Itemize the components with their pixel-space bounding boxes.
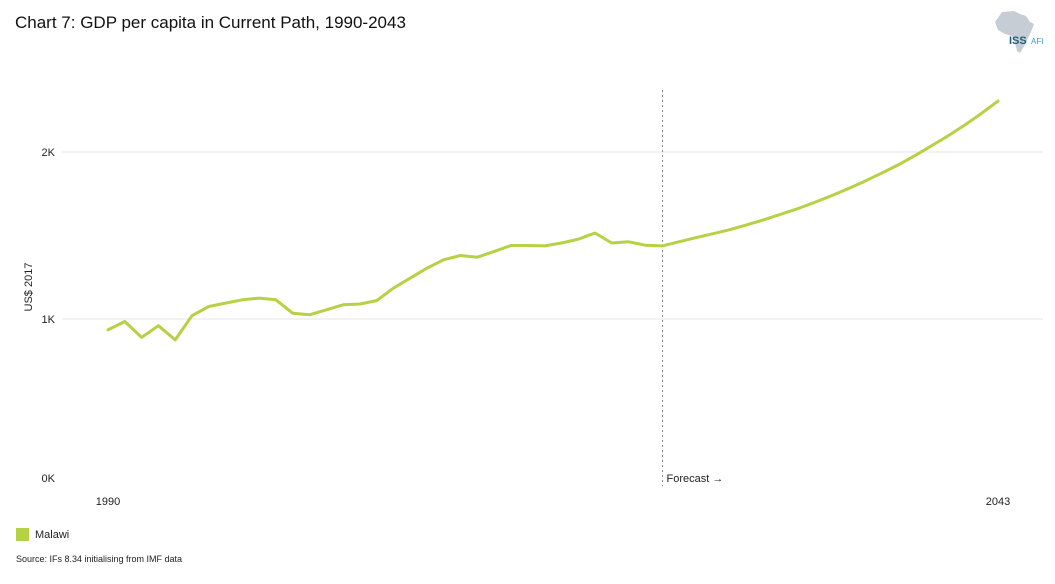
y-tick-labels: 0K 1K 2K [42, 147, 56, 485]
logo-text-sub: AFI [1031, 37, 1043, 46]
x-tick-labels: 1990 2043 [96, 496, 1010, 508]
y-tick-label: 2K [42, 147, 56, 159]
legend-swatch-malawi [16, 528, 29, 541]
africa-map-icon [995, 11, 1034, 53]
y-tick-label: 0K [42, 473, 56, 485]
x-tick-label: 2043 [986, 496, 1010, 508]
forecast-label: Forecast → [667, 473, 724, 485]
legend: Malawi [16, 528, 69, 541]
logo-text-main: ISS [1009, 35, 1027, 47]
x-tick-label: 1990 [96, 496, 120, 508]
chart-title: Chart 7: GDP per capita in Current Path,… [15, 13, 406, 32]
iss-afi-logo: ISS AFI [990, 10, 1046, 54]
grid-lines [62, 151, 1043, 320]
legend-label-malawi: Malawi [35, 528, 70, 541]
y-axis-label: US$ 2017 [23, 263, 35, 312]
y-tick-label: 1K [42, 314, 56, 326]
series-line-malawi [106, 99, 1000, 342]
source-note: Source: IFs 8.34 initialising from IMF d… [16, 554, 183, 564]
